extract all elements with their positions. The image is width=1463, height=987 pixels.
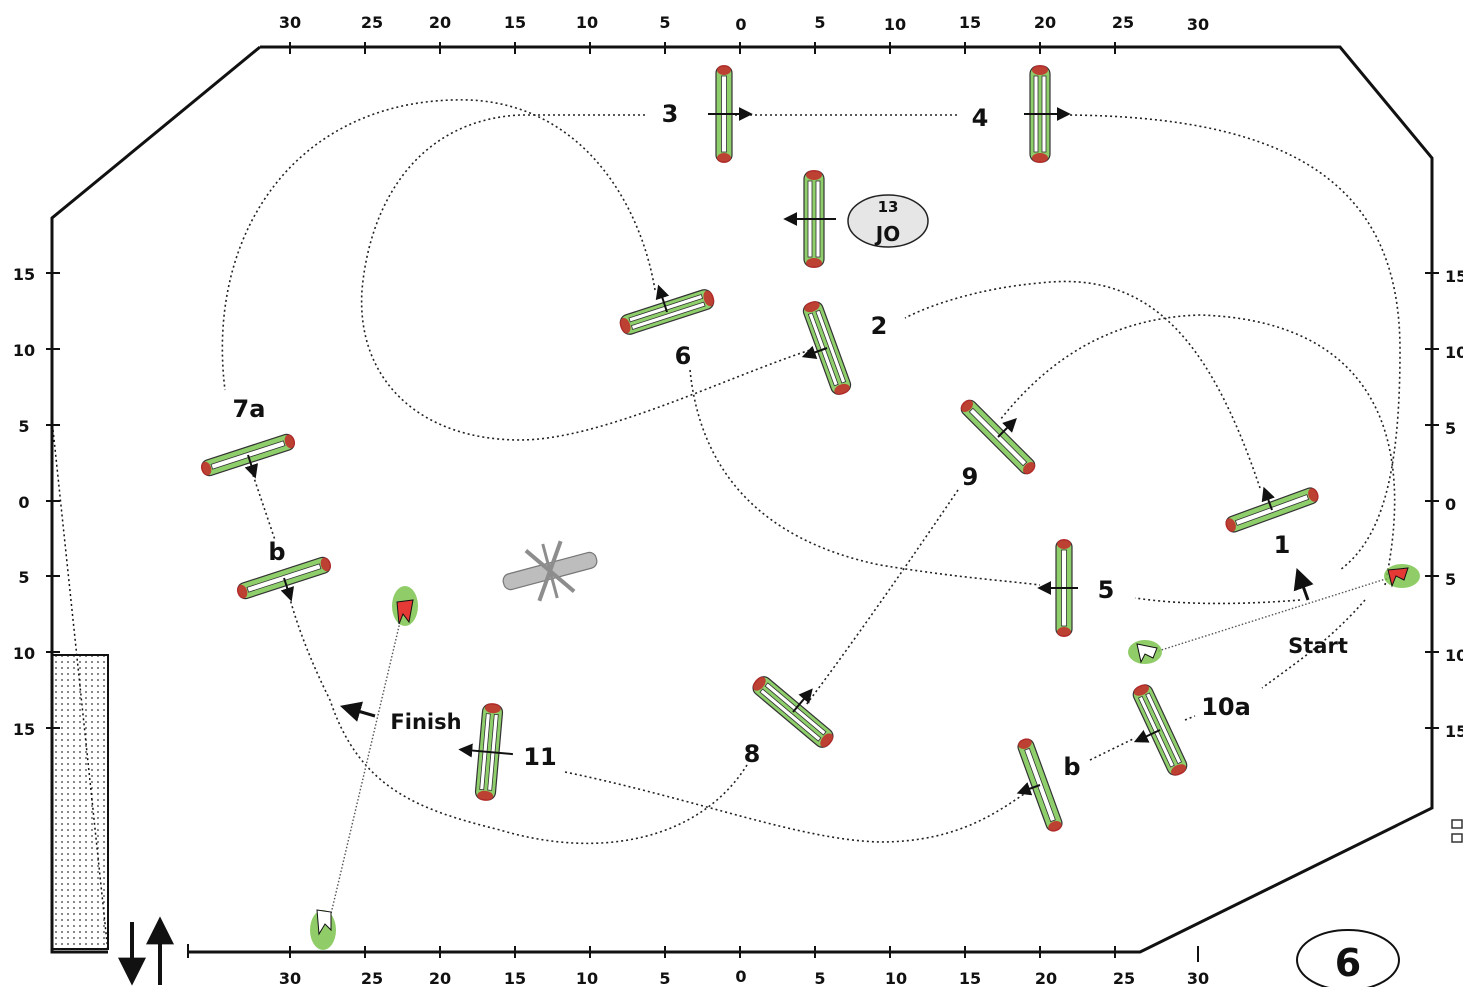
bottom-tick-label: 15 — [959, 969, 981, 987]
right-tick-label: 5 — [1445, 419, 1456, 438]
obstacle-6-label: 6 — [675, 342, 692, 370]
start-label: Start — [1288, 634, 1348, 658]
bottom-tick-label: 5 — [659, 969, 670, 987]
start-arrow — [1293, 568, 1314, 601]
finish-arrow — [339, 701, 376, 722]
bottom-tick-label: 10 — [885, 969, 907, 987]
bottom-tick-label: 20 — [429, 969, 451, 987]
obstacle-4 — [1024, 64, 1071, 164]
right-tick-label: 10 — [1445, 343, 1463, 362]
obstacle-10b — [1015, 735, 1065, 835]
obstacle-7b — [234, 554, 334, 602]
top-tick-label: 25 — [1112, 13, 1134, 32]
top-tick-label: 30 — [279, 13, 301, 32]
obstacle-5-label: 5 — [1098, 576, 1115, 604]
top-tick-label: 10 — [576, 13, 598, 32]
left-tick-label: 10 — [13, 341, 35, 360]
top-scale: 30 25 20 15 10 5 0 5 10 15 20 25 30 — [279, 13, 1209, 54]
left-tick-label: 5 — [18, 417, 29, 436]
obstacle-9 — [957, 396, 1039, 478]
start-line — [1154, 575, 1396, 653]
left-scale: 15 10 5 0 5 10 15 — [13, 265, 60, 739]
top-tick-label: 5 — [814, 13, 825, 32]
edge-icon — [1451, 819, 1463, 843]
obstacle-10b-label: b — [1063, 753, 1080, 781]
bottom-tick-label: 15 — [504, 969, 526, 987]
left-tick-label: 15 — [13, 265, 35, 284]
obstacle-10a — [1129, 680, 1191, 780]
bottom-tick-label: 10 — [576, 969, 598, 987]
bottom-scale: 30 25 20 15 10 5 0 5 10 15 20 25 30 — [187, 944, 1209, 987]
bottom-tick-label: 20 — [1035, 969, 1057, 987]
white-flag-icon — [310, 909, 336, 950]
top-tick-label: 20 — [429, 13, 451, 32]
top-tick-label: 5 — [659, 13, 670, 32]
right-tick-label: 10 — [1445, 646, 1463, 665]
obstacle-4-label: 4 — [972, 104, 989, 132]
up-down-arrows-icon — [118, 916, 174, 986]
right-tick-label: 0 — [1445, 495, 1456, 514]
top-tick-label: 15 — [959, 13, 981, 32]
obstacle-7a — [198, 431, 298, 479]
obstacle-2 — [800, 297, 854, 399]
top-tick-label: 10 — [884, 15, 906, 34]
bottom-tick-label: 0 — [735, 967, 746, 986]
left-tick-label: 10 — [13, 644, 35, 663]
obstacle-10a-label: 10a — [1201, 693, 1251, 721]
right-tick-label: 15 — [1445, 722, 1463, 741]
obstacle-7a-label: 7a — [233, 395, 266, 423]
riding-path — [221, 99, 1401, 845]
jump-off-badge — [847, 194, 929, 248]
bottom-tick-label: 25 — [1113, 969, 1135, 987]
obstacle-8 — [748, 672, 838, 752]
obstacle-11-label: 11 — [523, 743, 556, 771]
obstacle-2-label: 2 — [871, 312, 888, 340]
bottom-tick-label: 30 — [279, 969, 301, 987]
white-flag-icon — [1128, 640, 1162, 664]
obstacle-7b-label: b — [268, 538, 285, 566]
obstacle-3-label: 3 — [662, 100, 679, 128]
obstacle-1 — [1222, 485, 1322, 535]
entrance-zone — [51, 654, 109, 950]
course-number: 6 — [1335, 941, 1361, 985]
obstacle-3 — [708, 64, 753, 164]
finish-line — [329, 621, 401, 919]
crossed-out-fence-icon — [502, 540, 598, 602]
gate-line — [51, 419, 109, 953]
obstacle-8-label: 8 — [744, 740, 761, 768]
right-scale: 15 10 5 0 5 10 15 — [1425, 267, 1463, 741]
red-flag-icon — [392, 586, 418, 626]
obstacle-5 — [1037, 538, 1078, 638]
obstacle-11 — [458, 701, 513, 803]
right-tick-label: 5 — [1445, 570, 1456, 589]
left-tick-label: 5 — [18, 568, 29, 587]
arena-outline — [50, 45, 1434, 954]
top-tick-label: 30 — [1187, 15, 1209, 34]
obstacle-1-label: 1 — [1274, 531, 1291, 559]
obstacle-9-label: 9 — [962, 463, 979, 491]
top-tick-label: 0 — [735, 15, 746, 34]
course-number-badge — [1296, 929, 1400, 987]
bottom-tick-label: 5 — [814, 969, 825, 987]
top-tick-label: 25 — [361, 13, 383, 32]
bottom-tick-label: 30 — [1187, 969, 1209, 987]
left-tick-label: 15 — [13, 720, 35, 739]
bottom-tick-label: 25 — [361, 969, 383, 987]
obstacle-6 — [616, 284, 718, 338]
top-tick-label: 20 — [1034, 13, 1056, 32]
jump-off-text: JO — [874, 222, 900, 246]
right-tick-label: 15 — [1445, 267, 1463, 286]
left-tick-label: 0 — [18, 493, 29, 512]
obstacle-13-jump-off — [783, 169, 836, 269]
red-flag-icon — [1384, 564, 1420, 588]
top-tick-label: 15 — [504, 13, 526, 32]
finish-label: Finish — [390, 710, 461, 734]
jump-off-number: 13 — [878, 198, 899, 216]
